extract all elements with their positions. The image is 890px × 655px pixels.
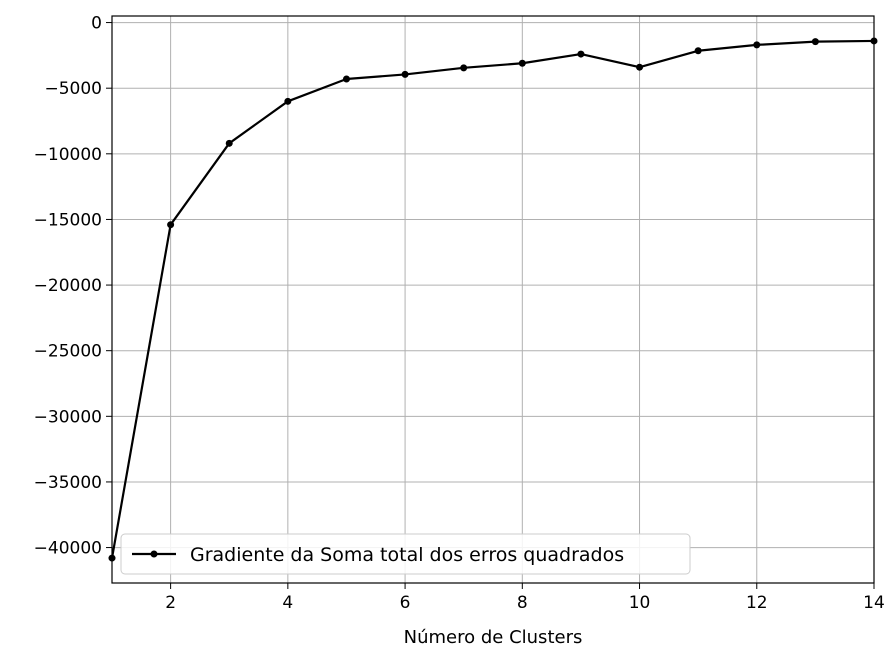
y-tick-label: −35000 <box>34 473 102 493</box>
x-axis-ticks: 2 4 6 8 10 12 14 <box>165 583 885 613</box>
data-point <box>401 70 409 78</box>
y-tick-label: −30000 <box>34 407 102 427</box>
x-tick-label: 4 <box>282 593 293 613</box>
data-point <box>577 50 585 58</box>
x-tick-label: 14 <box>863 593 885 613</box>
y-tick-label: −20000 <box>34 276 102 296</box>
x-tick-label: 12 <box>746 593 768 613</box>
y-tick-label: −10000 <box>34 145 102 165</box>
x-tick-label: 2 <box>165 593 176 613</box>
series-line <box>110 39 875 559</box>
plot-background <box>112 16 874 583</box>
data-point <box>167 221 175 229</box>
y-tick-label: −25000 <box>34 342 102 362</box>
data-point <box>811 38 819 46</box>
data-point <box>753 41 761 49</box>
y-tick-label: 0 <box>91 14 102 34</box>
grid <box>112 16 875 583</box>
y-tick-label: −40000 <box>34 539 102 559</box>
data-point <box>284 97 292 105</box>
data-point <box>694 47 702 55</box>
x-axis-title: Número de Clusters <box>404 627 583 648</box>
plot-frame <box>111 15 875 584</box>
data-point <box>636 63 644 71</box>
x-tick-label: 10 <box>629 593 651 613</box>
legend: Gradiente da Soma total dos erros quadra… <box>120 533 691 575</box>
data-point <box>225 139 233 147</box>
y-axis-ticks: 0 −5000 −10000 −15000 −20000 −25000 −30000 −350… <box>34 14 112 559</box>
data-point <box>460 64 468 72</box>
legend-label: Gradiente da Soma total dos erros quadra… <box>190 544 624 566</box>
x-tick-label: 8 <box>517 593 528 613</box>
data-point <box>342 75 350 83</box>
legend-marker-swatch <box>150 550 158 558</box>
y-tick-label: −15000 <box>34 210 102 230</box>
data-point <box>518 59 526 67</box>
legend-box <box>120 533 691 575</box>
x-tick-label: 6 <box>400 593 411 613</box>
y-tick-label: −5000 <box>44 79 102 99</box>
